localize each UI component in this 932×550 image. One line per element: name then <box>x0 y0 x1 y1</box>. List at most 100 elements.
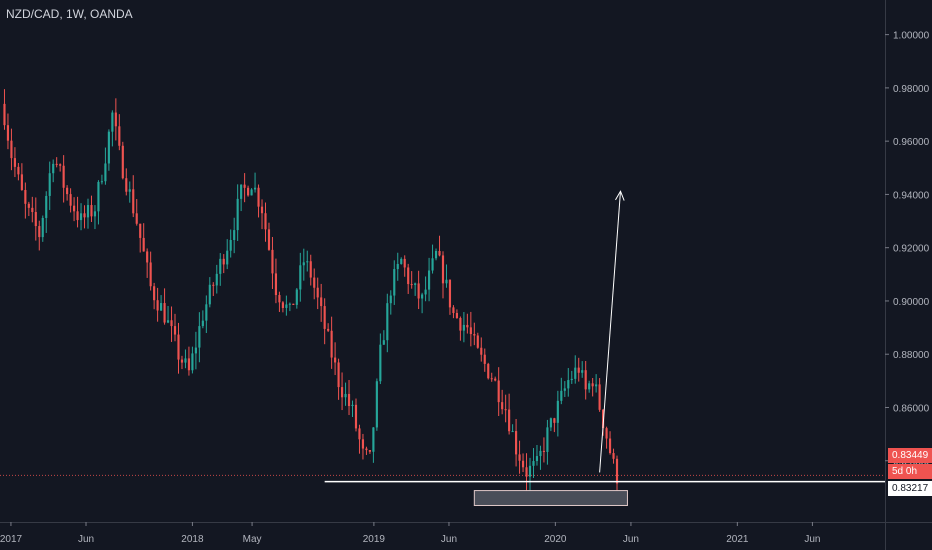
candle-body <box>368 450 371 452</box>
candle-body <box>455 312 458 319</box>
candle-body <box>180 359 184 363</box>
candle-body <box>494 378 497 381</box>
candle-body <box>389 295 392 304</box>
level-price-tag: 0.83217 <box>888 481 932 496</box>
candle-body <box>549 418 552 428</box>
candle-body <box>386 303 389 341</box>
candle-body <box>260 206 264 214</box>
candle-body <box>487 363 490 379</box>
candle-body <box>6 125 10 141</box>
candle-body <box>139 223 142 238</box>
candle-body <box>567 380 570 389</box>
y-tick-label: 1.00000 <box>893 31 930 42</box>
x-tick-label: 2018 <box>181 534 204 545</box>
candle-body <box>156 300 159 311</box>
candle-body <box>434 250 438 259</box>
y-tick-label: 0.90000 <box>893 297 930 308</box>
candle-body <box>177 334 180 360</box>
candle-body <box>3 103 6 126</box>
candle-body <box>149 262 152 287</box>
candle-body <box>466 324 469 328</box>
candle-body <box>515 431 518 455</box>
candle-body <box>351 404 354 407</box>
candles-layer <box>3 89 619 491</box>
candle-body <box>233 230 236 240</box>
candle-body <box>591 383 594 387</box>
candle-body <box>525 467 528 477</box>
candle-body <box>396 263 399 270</box>
candle-body <box>93 211 97 217</box>
candle-body <box>438 250 441 256</box>
candle-body <box>264 213 267 230</box>
x-tick-label: Jun <box>623 534 639 545</box>
candle-body <box>55 163 58 165</box>
candle-body <box>340 387 344 398</box>
candle-body <box>595 384 598 387</box>
candle-body <box>581 370 584 373</box>
candle-body <box>132 189 135 214</box>
candle-body <box>73 205 76 212</box>
candle-body <box>45 195 48 218</box>
candle-body <box>563 388 566 391</box>
candle-body <box>476 335 479 348</box>
candle-body <box>417 283 420 299</box>
candle-body <box>302 262 305 266</box>
candle-body <box>222 258 225 265</box>
candle-body <box>114 112 117 127</box>
candle-body <box>441 255 445 284</box>
candle-body <box>20 174 23 190</box>
bar-timer-tag: 5d 0h <box>888 464 932 479</box>
x-tick-label: 2019 <box>363 534 386 545</box>
candle-body <box>490 378 493 380</box>
candle-body <box>97 181 100 212</box>
y-tick-label: 0.88000 <box>893 350 930 361</box>
candle-body <box>208 284 211 305</box>
candle-body <box>83 213 86 218</box>
candle-body <box>400 258 403 264</box>
candle-body <box>27 203 30 208</box>
candle-body <box>518 454 521 461</box>
candle-body <box>535 456 539 462</box>
candle-body <box>267 229 271 250</box>
candle-body <box>393 269 396 296</box>
candle-body <box>17 166 20 175</box>
candle-body <box>253 187 257 190</box>
candle-body <box>38 226 41 238</box>
x-tick-label: 2017 <box>0 534 22 545</box>
candle-body <box>473 334 476 336</box>
candle-body <box>407 267 410 285</box>
candle-body <box>361 439 365 449</box>
candle-body <box>107 131 110 164</box>
candle-body <box>201 320 204 327</box>
candle-body <box>542 450 546 452</box>
candle-body <box>528 465 532 477</box>
candle-body <box>462 324 465 331</box>
candle-body <box>236 198 239 231</box>
x-tick-label: Jun <box>804 534 820 545</box>
candle-body <box>309 261 312 278</box>
candle-body <box>570 378 573 381</box>
candle-body <box>608 438 612 454</box>
candle-body <box>410 284 413 286</box>
candle-body <box>448 279 452 308</box>
candle-body <box>153 286 156 301</box>
candle-body <box>612 453 615 459</box>
candle-body <box>187 358 191 371</box>
candle-body <box>605 428 608 439</box>
candle-body <box>240 184 243 199</box>
candle-body <box>205 304 208 321</box>
candle-body <box>160 303 163 311</box>
candle-body <box>403 258 406 268</box>
candle-body <box>295 289 298 305</box>
candle-body <box>163 303 166 323</box>
x-tick-label: Jun <box>441 534 457 545</box>
candle-body <box>299 265 302 290</box>
candle-body <box>337 362 340 388</box>
candle-body <box>243 184 246 188</box>
candle-body <box>615 458 619 484</box>
candle-body <box>431 258 434 271</box>
candle-body <box>229 239 232 251</box>
candle-body <box>191 353 194 371</box>
